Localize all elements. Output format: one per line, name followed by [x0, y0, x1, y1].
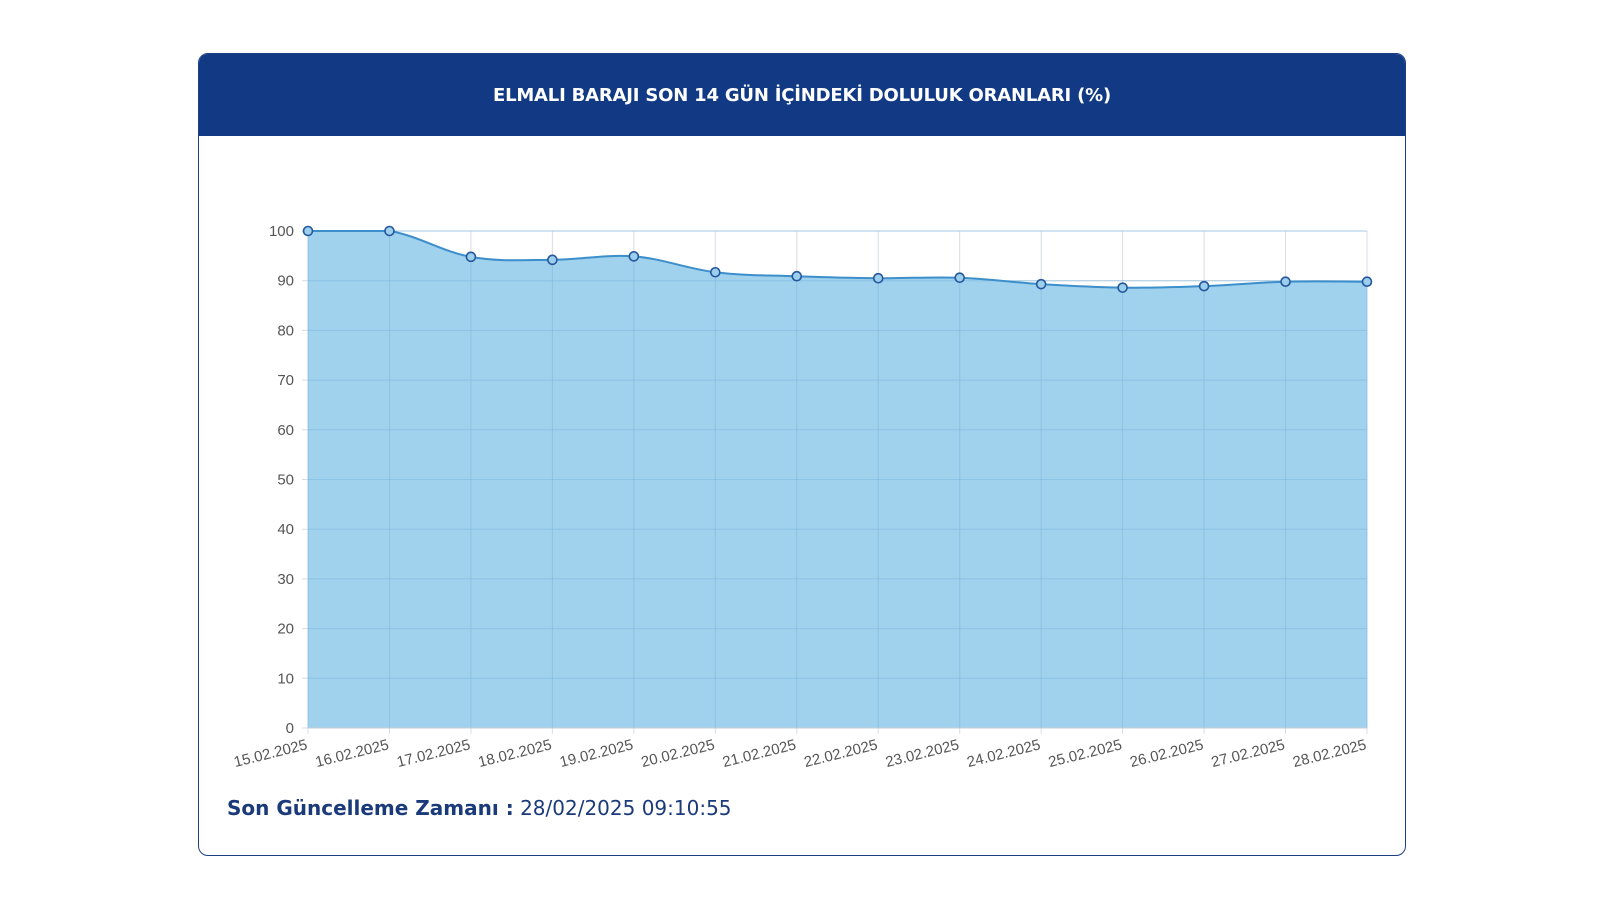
- data-point-26.02.2025: [1198, 280, 1210, 292]
- y-tick-label: 90: [277, 273, 294, 290]
- data-point-15.02.2025: [302, 225, 314, 237]
- series-line: [307, 230, 1368, 289]
- x-tick-label: 27.02.2025: [1210, 736, 1287, 771]
- y-tick-label: 50: [277, 472, 294, 489]
- occupancy-area-chart: 0 10 20 30 40 50 60 70 80 90 100 15.02.2025 16.02.20…: [232, 223, 1373, 771]
- data-point-16.02.2025: [384, 225, 395, 237]
- y-tick-label: 0: [286, 720, 294, 737]
- y-tick-label: 80: [277, 322, 294, 339]
- data-point-22.02.2025: [872, 272, 884, 284]
- y-tick-label: 20: [277, 621, 294, 638]
- y-tick-label: 100: [269, 223, 294, 240]
- data-point-25.02.2025: [1117, 282, 1128, 293]
- data-point-27.02.2025: [1280, 276, 1291, 287]
- data-point-20.02.2025: [710, 266, 721, 278]
- y-tick-label: 30: [277, 571, 294, 588]
- x-tick-label: 16.02.2025: [314, 736, 391, 771]
- x-tick-label: 19.02.2025: [558, 736, 635, 771]
- x-tick-label: 26.02.2025: [1128, 736, 1205, 771]
- data-point-18.02.2025: [547, 254, 558, 266]
- x-tick-label: 18.02.2025: [477, 736, 554, 771]
- dam-occupancy-card: ELMALI BARAJI SON 14 GÜN İÇİNDEKİ DOLULU…: [198, 53, 1406, 856]
- data-point-28.02.2025: [1361, 276, 1373, 287]
- last-update-value: 28/02/2025 09:10:55: [520, 796, 732, 820]
- x-tick-label: 28.02.2025: [1291, 736, 1368, 771]
- chart-title: ELMALI BARAJI SON 14 GÜN İÇİNDEKİ DOLULU…: [492, 84, 1111, 106]
- x-tick-label: 25.02.2025: [1047, 736, 1124, 771]
- last-update-label: Son Güncelleme Zamanı :: [227, 796, 514, 820]
- y-tick-label: 60: [277, 422, 294, 439]
- y-tick-label: 40: [277, 521, 294, 538]
- x-tick-label: 17.02.2025: [395, 736, 472, 771]
- data-point-24.02.2025: [1035, 278, 1047, 290]
- data-point-23.02.2025: [954, 272, 965, 284]
- x-tick-label: 20.02.2025: [639, 736, 716, 771]
- last-update: Son Güncelleme Zamanı : 28/02/2025 09:10…: [227, 796, 732, 820]
- chart-area: 0 10 20 30 40 50 60 70 80 90 100 15.02.2025 16.02.20…: [199, 136, 1405, 776]
- x-tick-label: 24.02.2025: [965, 736, 1042, 771]
- x-tick-label: 15.02.2025: [232, 736, 309, 771]
- y-tick-label: 70: [277, 372, 294, 389]
- x-tick-label: 21.02.2025: [721, 736, 798, 771]
- data-point-17.02.2025: [465, 251, 477, 263]
- data-point-19.02.2025: [628, 251, 640, 262]
- data-point-21.02.2025: [791, 270, 803, 282]
- card-header: ELMALI BARAJI SON 14 GÜN İÇİNDEKİ DOLULU…: [199, 54, 1405, 136]
- x-tick-label: 22.02.2025: [802, 736, 879, 771]
- x-tick-label: 23.02.2025: [884, 736, 961, 771]
- y-tick-label: 10: [277, 670, 294, 687]
